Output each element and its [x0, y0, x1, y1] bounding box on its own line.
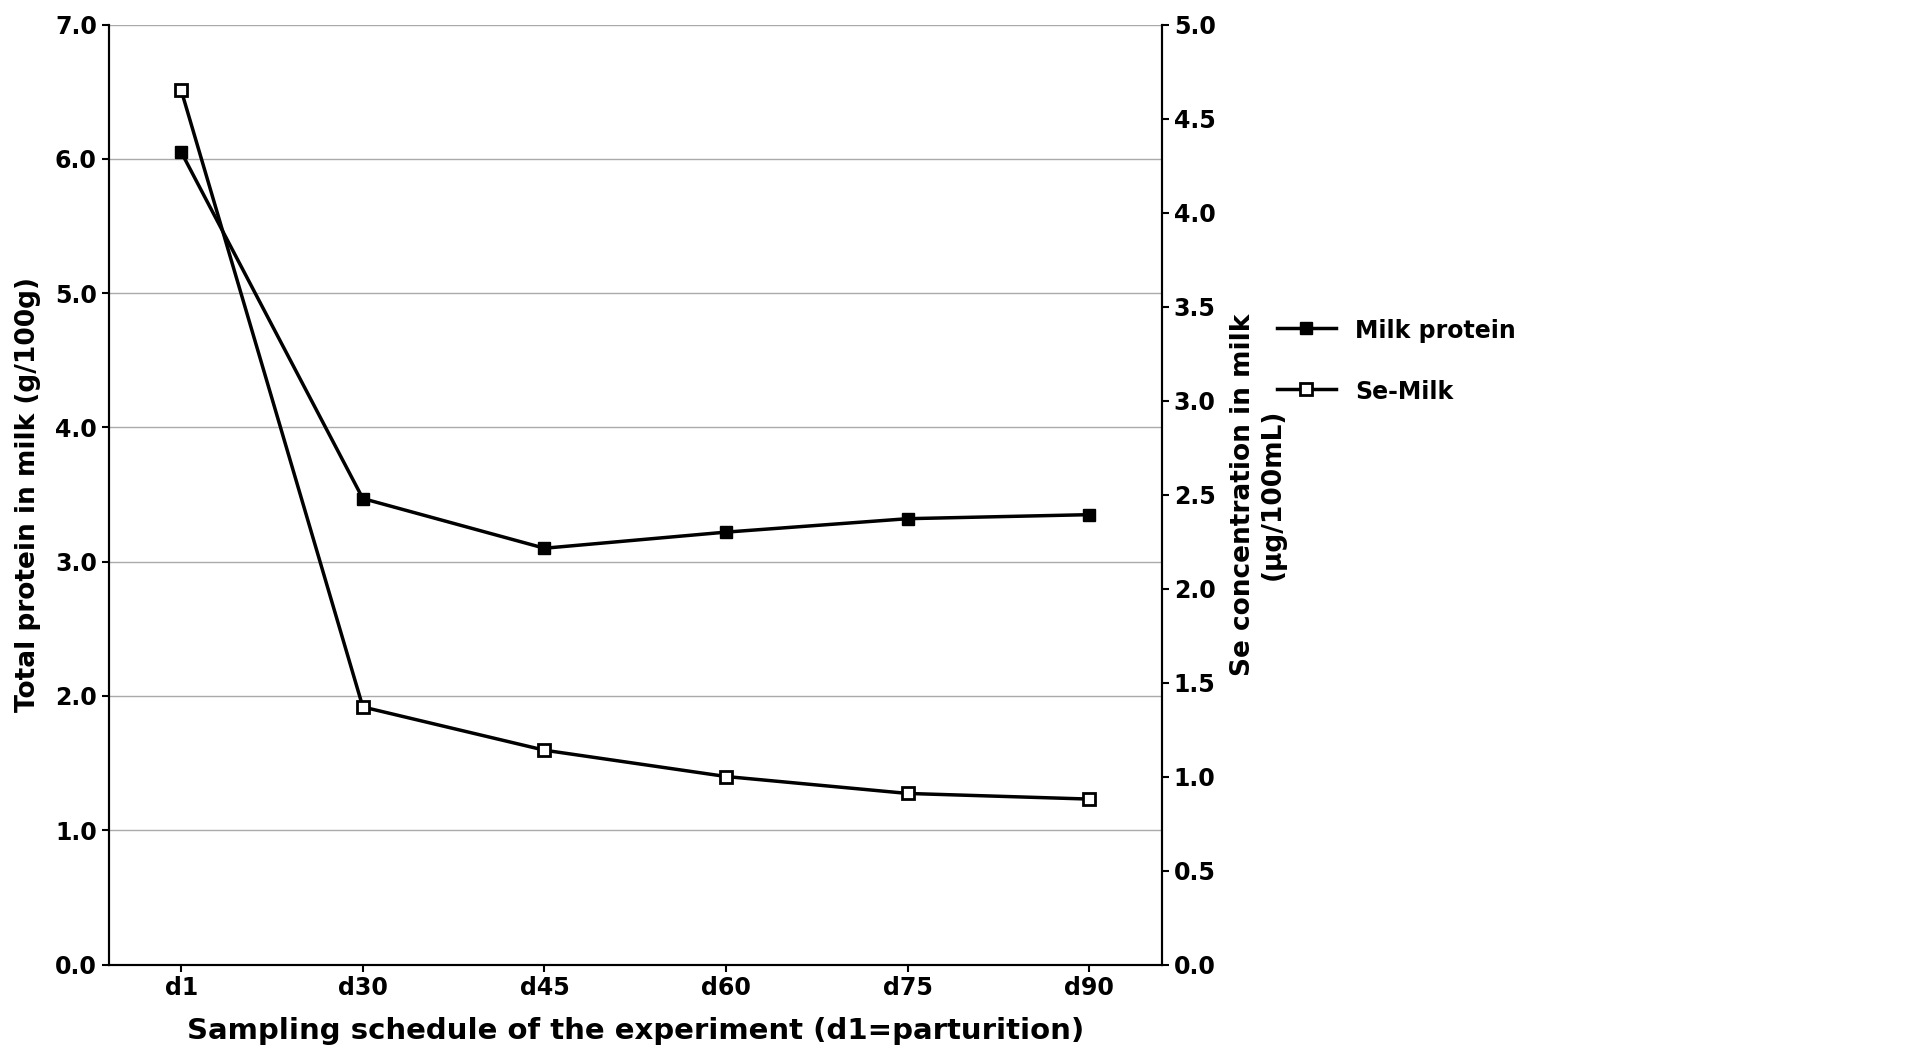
Milk protein — [170, 145, 193, 158]
Se-Milk — [170, 84, 193, 96]
Se-Milk — [1078, 793, 1101, 806]
X-axis label: Sampling schedule of the experiment (d1=parturition): Sampling schedule of the experiment (d1=… — [187, 1017, 1084, 1045]
Se-Milk — [896, 788, 920, 800]
Se-Milk — [715, 771, 738, 783]
Se-Milk — [352, 701, 375, 713]
Milk protein — [352, 492, 375, 505]
Milk protein — [896, 512, 920, 525]
Legend: Milk protein, Se-Milk: Milk protein, Se-Milk — [1258, 300, 1534, 423]
Y-axis label: Total protein in milk (g/100g): Total protein in milk (g/100g) — [15, 277, 41, 712]
Line: Milk protein: Milk protein — [176, 146, 1095, 554]
Milk protein — [533, 542, 556, 554]
Line: Se-Milk: Se-Milk — [176, 84, 1095, 806]
Milk protein — [1078, 509, 1101, 522]
Y-axis label: Se concentration in milk
(μg/100mL): Se concentration in milk (μg/100mL) — [1229, 314, 1285, 675]
Milk protein — [715, 526, 738, 538]
Se-Milk — [533, 744, 556, 757]
